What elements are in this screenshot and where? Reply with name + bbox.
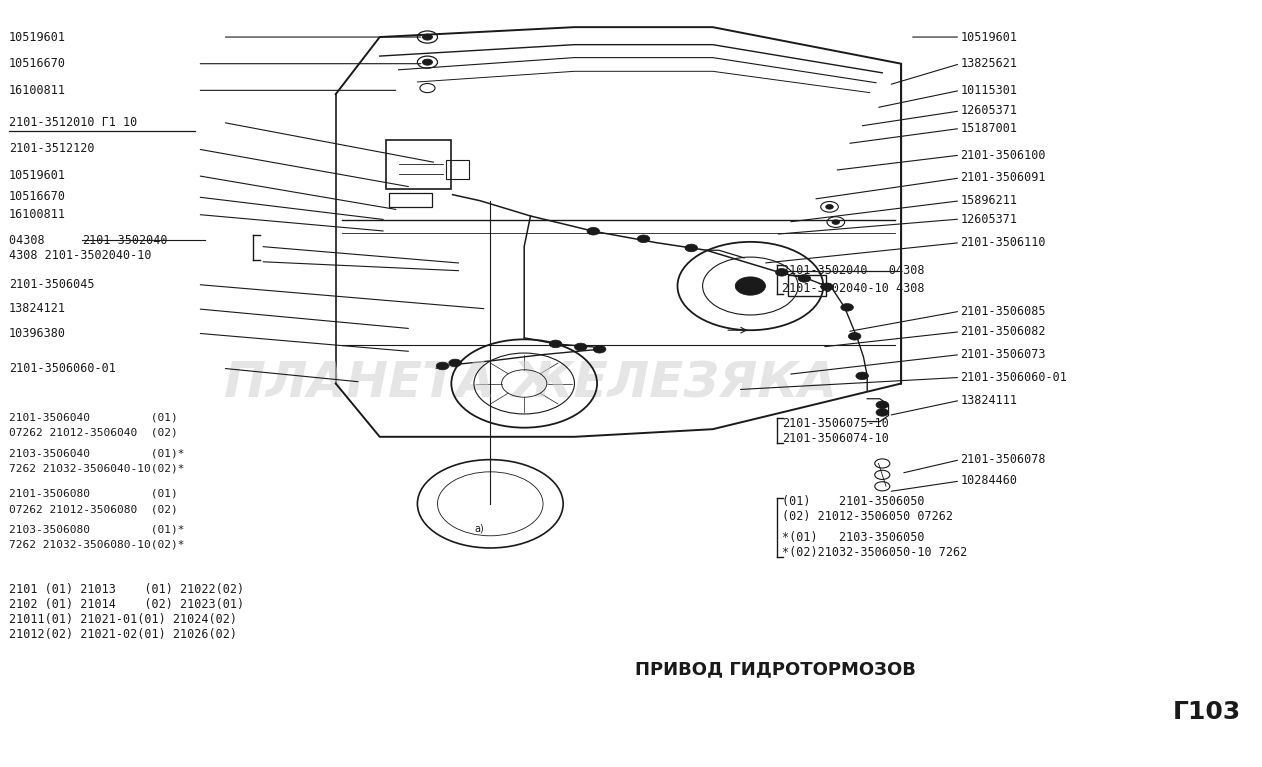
Bar: [386, 140, 452, 189]
Text: 2101-3506040         (01): 2101-3506040 (01): [9, 413, 178, 423]
Circle shape: [587, 227, 599, 235]
Circle shape: [593, 345, 606, 353]
Bar: [389, 193, 433, 207]
Text: 7262 21032-3506040-10(02)*: 7262 21032-3506040-10(02)*: [9, 464, 184, 474]
Text: 12605371: 12605371: [960, 104, 1017, 117]
Circle shape: [825, 205, 833, 209]
Text: *(01)   2103-3506050: *(01) 2103-3506050: [781, 531, 924, 544]
Text: ПЛАНЕТА ЖЕЛЕЗЯКА: ПЛАНЕТА ЖЕЛЕЗЯКА: [223, 360, 837, 407]
Circle shape: [876, 409, 888, 416]
Text: 16100811: 16100811: [9, 208, 66, 221]
Text: 15187001: 15187001: [960, 122, 1017, 135]
Text: 2101-3506091: 2101-3506091: [960, 171, 1046, 184]
Text: (01)    2101-3506050: (01) 2101-3506050: [781, 495, 924, 508]
Text: 2103-3506040         (01)*: 2103-3506040 (01)*: [9, 449, 184, 459]
Text: 2101-3502040   04308: 2101-3502040 04308: [781, 265, 924, 278]
Text: 04308: 04308: [9, 234, 59, 247]
Text: 2101-3512120: 2101-3512120: [9, 143, 95, 156]
Circle shape: [840, 304, 853, 311]
Circle shape: [820, 283, 833, 291]
Text: 2101-3502040: 2101-3502040: [82, 234, 168, 247]
Text: *(02)21032-3506050-10 7262: *(02)21032-3506050-10 7262: [781, 546, 967, 559]
Text: 2101-3506080         (01): 2101-3506080 (01): [9, 489, 178, 499]
Text: 10519601: 10519601: [9, 170, 66, 182]
Text: 15896211: 15896211: [960, 194, 1017, 207]
Circle shape: [549, 340, 562, 347]
Text: 4308 2101-3502040-10: 4308 2101-3502040-10: [9, 249, 151, 262]
Text: (02) 21012-3506050 07262: (02) 21012-3506050 07262: [781, 510, 953, 523]
Circle shape: [832, 220, 839, 225]
Text: 10519601: 10519601: [960, 31, 1017, 44]
Text: 10516670: 10516670: [9, 58, 66, 71]
Bar: [447, 160, 469, 179]
Text: 2101-3506060-01: 2101-3506060-01: [960, 371, 1068, 384]
Circle shape: [848, 332, 861, 340]
Text: 2101-3506110: 2101-3506110: [960, 236, 1046, 249]
Text: 16100811: 16100811: [9, 84, 66, 97]
Text: 12605371: 12605371: [960, 212, 1017, 225]
Circle shape: [798, 275, 810, 282]
Circle shape: [856, 372, 868, 380]
Text: 10396380: 10396380: [9, 327, 66, 340]
Text: 13824111: 13824111: [960, 393, 1017, 407]
Text: 2101-3502040-10 4308: 2101-3502040-10 4308: [781, 281, 924, 295]
Text: 2103-3506080         (01)*: 2103-3506080 (01)*: [9, 525, 184, 535]
Text: 2101-3506060-01: 2101-3506060-01: [9, 362, 116, 375]
Text: 7262 21032-3506080-10(02)*: 7262 21032-3506080-10(02)*: [9, 540, 184, 550]
Circle shape: [437, 362, 449, 370]
Circle shape: [685, 244, 698, 252]
Text: 10115301: 10115301: [960, 84, 1017, 97]
Text: 2101-3506078: 2101-3506078: [960, 453, 1046, 466]
Text: 2101-3506082: 2101-3506082: [960, 325, 1046, 338]
Text: 10519601: 10519601: [9, 31, 66, 44]
Text: ПРИВОД ГИДРОТОРМОЗОВ: ПРИВОД ГИДРОТОРМОЗОВ: [635, 660, 916, 678]
Bar: [787, 275, 825, 296]
Text: a): a): [475, 524, 483, 534]
Text: 13825621: 13825621: [960, 58, 1017, 71]
Text: 21011(01) 21021-01(01) 21024(02): 21011(01) 21021-01(01) 21024(02): [9, 613, 237, 626]
Text: 2101-3506075-10: 2101-3506075-10: [781, 416, 888, 430]
Text: 2101-3506085: 2101-3506085: [960, 304, 1046, 318]
Circle shape: [574, 343, 587, 351]
Text: 2101-3506073: 2101-3506073: [960, 348, 1046, 361]
Text: 2101-3506045: 2101-3506045: [9, 278, 95, 291]
Text: 2101-3506074-10: 2101-3506074-10: [781, 432, 888, 445]
Text: 2101-3512010 Г1 10: 2101-3512010 Г1 10: [9, 116, 138, 129]
Text: 07262 21012-3506080  (02): 07262 21012-3506080 (02): [9, 504, 178, 514]
Text: 2101-3506100: 2101-3506100: [960, 149, 1046, 162]
Text: 10516670: 10516670: [9, 190, 66, 203]
Circle shape: [876, 401, 888, 409]
Text: 2101 (01) 21013    (01) 21022(02): 2101 (01) 21013 (01) 21022(02): [9, 583, 244, 596]
Text: 10284460: 10284460: [960, 475, 1017, 488]
Circle shape: [423, 59, 433, 65]
Text: Г103: Г103: [1172, 700, 1241, 725]
Circle shape: [637, 235, 650, 242]
Circle shape: [449, 359, 462, 367]
Circle shape: [423, 34, 433, 40]
Circle shape: [775, 268, 787, 276]
Circle shape: [736, 277, 766, 295]
Text: 07262 21012-3506040  (02): 07262 21012-3506040 (02): [9, 428, 178, 438]
Text: 13824121: 13824121: [9, 302, 66, 315]
Text: 2102 (01) 21014    (02) 21023(01): 2102 (01) 21014 (02) 21023(01): [9, 597, 244, 611]
Text: 21012(02) 21021-02(01) 21026(02): 21012(02) 21021-02(01) 21026(02): [9, 628, 237, 641]
